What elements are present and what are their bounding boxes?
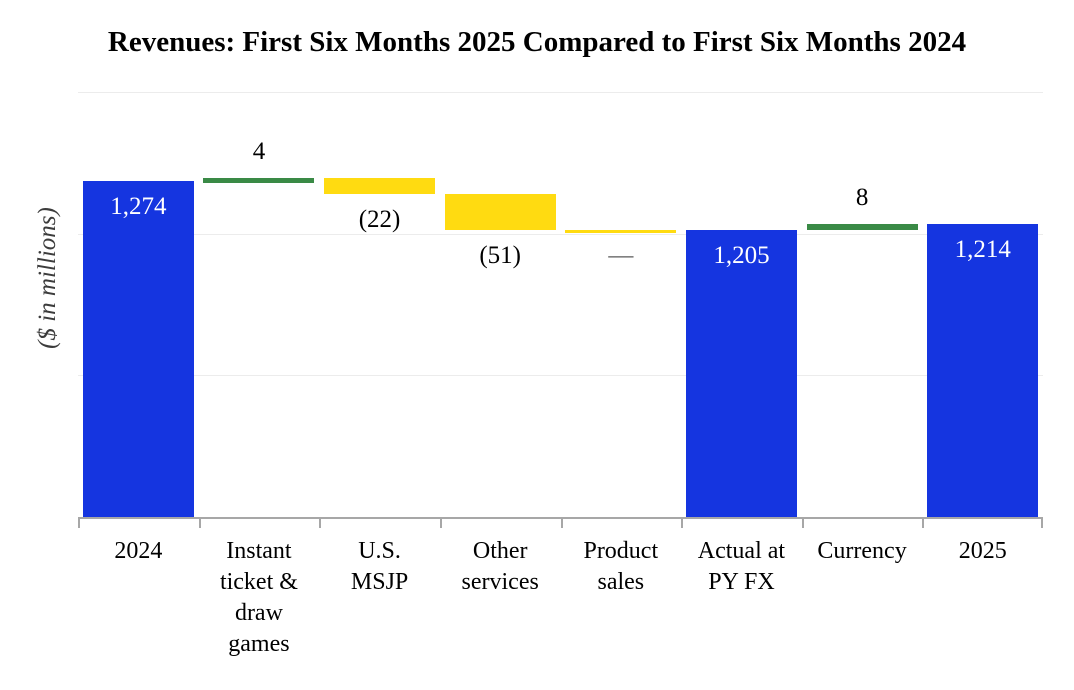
bar-instant-ticket-draw-games	[203, 178, 315, 183]
category-label-line: sales	[597, 569, 645, 595]
category-label-line: U.S.	[358, 538, 401, 564]
bar-2024	[82, 181, 194, 517]
bar-actual-at-py-fx	[685, 230, 797, 517]
chart-title: Revenues: First Six Months 2025 Compared…	[107, 26, 967, 58]
gridline-y-1400	[78, 92, 1043, 93]
x-axis-tick	[1041, 517, 1043, 528]
bar-value-label-other-services: (51)	[479, 242, 522, 270]
gridline-y-1200	[78, 233, 1043, 235]
category-label-u-s-msjp: U.S. MSJP	[319, 536, 440, 598]
category-label-line: Product	[583, 538, 659, 564]
category-label-line: Actual at	[697, 538, 786, 564]
bar-value-label-product-sales: —	[608, 242, 634, 270]
x-axis-tick	[801, 517, 804, 528]
category-label-other-services: Other services	[440, 536, 561, 598]
bar-value-label-2025: 1,214	[954, 235, 1011, 263]
gridline-y-1000	[78, 375, 1043, 377]
category-label-2025: 2025	[922, 536, 1043, 567]
bar-2025	[927, 223, 1039, 517]
category-label-currency: Currency	[802, 536, 923, 567]
bar-other-services	[444, 194, 556, 231]
category-label-line: Currency	[817, 538, 907, 564]
x-axis-tick	[681, 517, 684, 528]
category-label-line: PY FX	[708, 569, 775, 595]
category-label-product-sales: Product sales	[561, 536, 682, 598]
bar-product-sales	[565, 230, 677, 234]
x-axis-tick	[198, 517, 201, 528]
bar-currency	[806, 224, 918, 231]
x-axis-tick	[439, 517, 442, 528]
bar-value-label-instant-ticket-draw-games: 4	[252, 138, 266, 166]
x-axis-tick	[560, 517, 563, 528]
category-label-line: Instant	[226, 538, 292, 564]
category-label-line: MSJP	[350, 569, 409, 595]
bar-value-label-2024: 1,274	[110, 193, 167, 221]
category-label-2024: 2024	[78, 536, 199, 567]
x-axis-tick	[922, 517, 925, 528]
category-label-line: 2025	[958, 538, 1007, 564]
category-label-line: ticket &	[219, 569, 298, 595]
x-axis-tick	[78, 517, 80, 528]
category-label-actual-at-py-fx: Actual at PY FX	[681, 536, 802, 598]
bar-u-s-msjp	[324, 178, 436, 194]
bar-value-label-currency: 8	[855, 184, 869, 212]
bar-value-label-u-s-msjp: (22)	[358, 206, 401, 233]
category-label-line: Other	[472, 538, 528, 564]
bar-value-label-actual-at-py-fx: 1,205	[713, 242, 770, 270]
x-axis-tick	[319, 517, 322, 528]
category-label-instant-ticket-draw-games: Instant ticket & draw games	[199, 536, 320, 660]
category-label-line: games	[228, 631, 290, 657]
category-label-line: services	[461, 569, 539, 595]
category-label-line: 2024	[114, 538, 163, 564]
category-label-line: draw	[234, 600, 283, 626]
